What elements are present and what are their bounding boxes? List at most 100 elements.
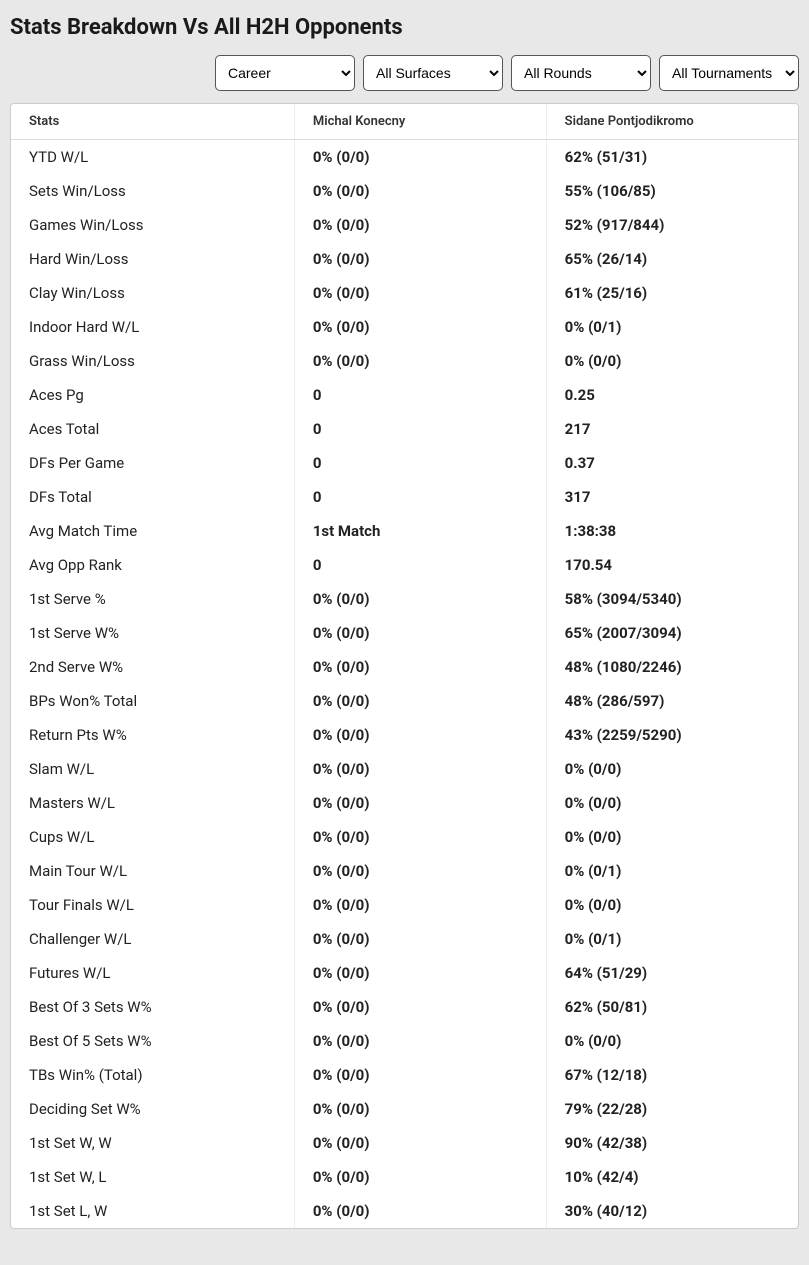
table-row: Indoor Hard W/L0% (0/0)0% (0/1) [11, 310, 798, 344]
stat-player2-value: 30% (40/12) [546, 1194, 798, 1228]
tournament-select[interactable]: All Tournaments [659, 55, 799, 91]
stat-player2-value: 0% (0/1) [546, 854, 798, 888]
stat-player2-value: 10% (42/4) [546, 1160, 798, 1194]
stat-player1-value: 0% (0/0) [294, 582, 546, 616]
stat-player2-value: 52% (917/844) [546, 208, 798, 242]
table-row: Aces Pg00.25 [11, 378, 798, 412]
stat-player1-value: 0% (0/0) [294, 956, 546, 990]
stat-player1-value: 0% (0/0) [294, 752, 546, 786]
stat-player1-value: 0% (0/0) [294, 1092, 546, 1126]
stat-label: Aces Total [11, 412, 294, 446]
stat-player1-value: 0% (0/0) [294, 990, 546, 1024]
stat-player1-value: 0% (0/0) [294, 1058, 546, 1092]
stat-player1-value: 0 [294, 548, 546, 582]
stat-label: 1st Set W, W [11, 1126, 294, 1160]
stat-player1-value: 0% (0/0) [294, 820, 546, 854]
table-row: Challenger W/L0% (0/0)0% (0/1) [11, 922, 798, 956]
stat-player2-value: 62% (51/31) [546, 140, 798, 175]
stat-label: Clay Win/Loss [11, 276, 294, 310]
stat-player2-value: 0% (0/0) [546, 344, 798, 378]
stat-player2-value: 55% (106/85) [546, 174, 798, 208]
stat-player1-value: 0% (0/0) [294, 650, 546, 684]
period-select[interactable]: Career [215, 55, 355, 91]
table-row: DFs Per Game00.37 [11, 446, 798, 480]
table-row: Hard Win/Loss0% (0/0)65% (26/14) [11, 242, 798, 276]
stat-player1-value: 0% (0/0) [294, 242, 546, 276]
stat-label: 1st Serve % [11, 582, 294, 616]
col-stats: Stats [11, 104, 294, 140]
stat-player2-value: 65% (26/14) [546, 242, 798, 276]
filter-bar: Career All Surfaces All Rounds All Tourn… [10, 55, 799, 91]
stat-player2-value: 170.54 [546, 548, 798, 582]
stat-player2-value: 317 [546, 480, 798, 514]
table-row: 2nd Serve W%0% (0/0)48% (1080/2246) [11, 650, 798, 684]
stat-player2-value: 0% (0/0) [546, 820, 798, 854]
stat-player1-value: 0% (0/0) [294, 922, 546, 956]
stat-player1-value: 0 [294, 412, 546, 446]
table-row: Deciding Set W%0% (0/0)79% (22/28) [11, 1092, 798, 1126]
stat-player2-value: 61% (25/16) [546, 276, 798, 310]
stat-player1-value: 0% (0/0) [294, 1194, 546, 1228]
stat-label: DFs Total [11, 480, 294, 514]
stat-player2-value: 0.37 [546, 446, 798, 480]
table-row: Grass Win/Loss0% (0/0)0% (0/0) [11, 344, 798, 378]
stat-label: Challenger W/L [11, 922, 294, 956]
table-row: Clay Win/Loss0% (0/0)61% (25/16) [11, 276, 798, 310]
stat-player1-value: 0% (0/0) [294, 140, 546, 175]
stat-player1-value: 0% (0/0) [294, 786, 546, 820]
stat-label: Slam W/L [11, 752, 294, 786]
stat-player1-value: 0% (0/0) [294, 718, 546, 752]
stat-label: 1st Set L, W [11, 1194, 294, 1228]
stats-tbody: YTD W/L0% (0/0)62% (51/31)Sets Win/Loss0… [11, 140, 798, 1229]
stat-player2-value: 65% (2007/3094) [546, 616, 798, 650]
stat-label: Aces Pg [11, 378, 294, 412]
table-row: Slam W/L0% (0/0)0% (0/0) [11, 752, 798, 786]
stat-player1-value: 0 [294, 446, 546, 480]
stats-breakdown-container: Stats Breakdown Vs All H2H Opponents Car… [0, 0, 809, 1239]
table-row: Cups W/L0% (0/0)0% (0/0) [11, 820, 798, 854]
stat-player2-value: 62% (50/81) [546, 990, 798, 1024]
table-row: Avg Match Time1st Match1:38:38 [11, 514, 798, 548]
stat-label: YTD W/L [11, 140, 294, 175]
table-row: 1st Set W, L0% (0/0)10% (42/4) [11, 1160, 798, 1194]
table-row: Futures W/L0% (0/0)64% (51/29) [11, 956, 798, 990]
stat-player2-value: 0% (0/0) [546, 888, 798, 922]
stat-player1-value: 0% (0/0) [294, 1024, 546, 1058]
stat-player1-value: 0 [294, 480, 546, 514]
stat-player2-value: 90% (42/38) [546, 1126, 798, 1160]
table-row: 1st Set W, W0% (0/0)90% (42/38) [11, 1126, 798, 1160]
surface-select[interactable]: All Surfaces [363, 55, 503, 91]
stat-label: Indoor Hard W/L [11, 310, 294, 344]
table-row: Masters W/L0% (0/0)0% (0/0) [11, 786, 798, 820]
stat-label: Avg Match Time [11, 514, 294, 548]
stat-player1-value: 0% (0/0) [294, 888, 546, 922]
table-row: Best Of 3 Sets W%0% (0/0)62% (50/81) [11, 990, 798, 1024]
stat-label: Avg Opp Rank [11, 548, 294, 582]
stat-player1-value: 0% (0/0) [294, 174, 546, 208]
stat-label: BPs Won% Total [11, 684, 294, 718]
stat-player2-value: 0% (0/0) [546, 786, 798, 820]
stat-player2-value: 43% (2259/5290) [546, 718, 798, 752]
stat-player2-value: 0.25 [546, 378, 798, 412]
stat-label: Main Tour W/L [11, 854, 294, 888]
table-row: DFs Total0317 [11, 480, 798, 514]
stat-label: Cups W/L [11, 820, 294, 854]
table-row: YTD W/L0% (0/0)62% (51/31) [11, 140, 798, 175]
stat-label: Hard Win/Loss [11, 242, 294, 276]
stat-player1-value: 0% (0/0) [294, 344, 546, 378]
stat-player1-value: 0% (0/0) [294, 310, 546, 344]
table-row: Return Pts W%0% (0/0)43% (2259/5290) [11, 718, 798, 752]
col-player1: Michal Konecny [294, 104, 546, 140]
stat-player1-value: 0% (0/0) [294, 684, 546, 718]
stat-label: TBs Win% (Total) [11, 1058, 294, 1092]
stat-label: Best Of 5 Sets W% [11, 1024, 294, 1058]
table-row: Sets Win/Loss0% (0/0)55% (106/85) [11, 174, 798, 208]
stats-table-wrap: Stats Michal Konecny Sidane Pontjodikrom… [10, 103, 799, 1229]
stat-player2-value: 48% (286/597) [546, 684, 798, 718]
stat-label: Best Of 3 Sets W% [11, 990, 294, 1024]
stat-label: Return Pts W% [11, 718, 294, 752]
round-select[interactable]: All Rounds [511, 55, 651, 91]
stat-label: Games Win/Loss [11, 208, 294, 242]
stat-player1-value: 0% (0/0) [294, 854, 546, 888]
stat-player2-value: 0% (0/1) [546, 922, 798, 956]
